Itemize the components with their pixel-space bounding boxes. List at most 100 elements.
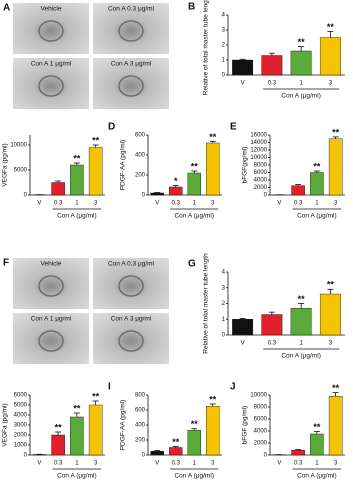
micrograph — [93, 3, 169, 54]
x-tick-label: 0.3 — [294, 201, 303, 207]
x-tick-label: 1 — [193, 201, 197, 207]
x-tick-label: 3 — [334, 461, 338, 467]
y-axis-label: PDGF-AA (pg/ml) — [120, 400, 127, 451]
y-axis-label: Relative of total master tube length — [203, 0, 210, 95]
y-tick-label: 1 — [222, 317, 226, 323]
x-axis-label: Con A (μg/ml) — [297, 473, 337, 480]
y-tick-label: 0 — [222, 73, 226, 79]
micrograph-spot — [38, 275, 64, 297]
y-tick-label: 2000 — [254, 441, 268, 447]
significance: ** — [191, 419, 199, 429]
y-tick-label: 800 — [135, 393, 146, 399]
y-tick-label: 10000 — [250, 155, 267, 161]
x-tick-label: 0.3 — [54, 461, 63, 467]
significance: ** — [73, 153, 81, 163]
x-tick-label: 0.3 — [54, 201, 63, 207]
y-tick-label: 10000 — [250, 393, 267, 399]
y-tick-label: 8000 — [254, 163, 268, 169]
significance: ** — [332, 127, 340, 137]
x-tick-label: V — [37, 461, 41, 467]
x-tick-label: V — [241, 341, 245, 347]
y-tick-label: 8000 — [254, 405, 268, 411]
bar — [51, 182, 65, 196]
bar — [291, 450, 305, 456]
micrograph-caption: Vehicle — [41, 6, 62, 13]
x-tick-label: 0.3 — [172, 461, 181, 467]
bar — [88, 404, 103, 456]
micrograph — [13, 58, 89, 109]
y-tick-label: 0 — [142, 453, 146, 459]
y-tick-label: 6000 — [254, 170, 268, 176]
micrograph-caption: Con A 3 μg/ml — [111, 61, 152, 68]
panel-label: I — [108, 382, 111, 393]
y-tick-label: 3 — [222, 285, 226, 291]
micrograph-caption: Con A 1 μg/ml — [31, 61, 72, 68]
x-tick-label: 0.3 — [268, 341, 277, 347]
micrograph — [13, 313, 89, 364]
bar — [150, 451, 164, 456]
x-tick-label: V — [241, 81, 245, 87]
significance: ** — [191, 161, 199, 171]
micrograph-spot — [38, 75, 64, 97]
y-axis-label: bFGF (pg/ml) — [242, 406, 249, 445]
bar — [206, 142, 220, 196]
bar — [232, 59, 254, 76]
y-tick-label: 200 — [135, 173, 146, 179]
y-tick-label: 2000 — [14, 433, 28, 439]
micrograph — [93, 258, 169, 309]
y-tick-label: 1000 — [14, 443, 28, 449]
bar — [70, 164, 84, 196]
x-axis-label: Con A (μg/ml) — [57, 213, 97, 220]
bar — [169, 447, 183, 456]
y-tick-label: 12000 — [250, 148, 267, 154]
bar — [290, 308, 312, 336]
bar — [187, 172, 201, 196]
bar — [232, 319, 254, 336]
x-axis-label: Con A (μg/ml) — [297, 213, 337, 220]
bar — [310, 172, 324, 196]
y-axis-label: PDGF-AA (pg/ml) — [120, 140, 127, 191]
bar — [51, 434, 65, 456]
x-tick-label: 1 — [75, 201, 79, 207]
micrograph-spot — [118, 275, 144, 297]
significance: ** — [313, 161, 321, 171]
bar — [206, 406, 220, 456]
y-tick-label: 0 — [142, 193, 146, 199]
panel-label: G — [188, 259, 196, 270]
x-tick-label: 3 — [329, 341, 333, 347]
significance: ** — [92, 391, 100, 401]
x-tick-label: 0.3 — [268, 81, 277, 87]
y-tick-label: 4 — [222, 270, 226, 276]
micrograph-spot — [38, 20, 64, 42]
panel-label: D — [108, 122, 115, 133]
y-tick-label: 16000 — [250, 133, 267, 139]
y-axis-label: VEGFa (pg/ml) — [2, 403, 9, 446]
y-tick-label: 10000 — [10, 143, 27, 149]
y-axis-label: VEGFa (pg/ml) — [2, 143, 9, 186]
panel-label: F — [3, 258, 9, 269]
significance: ** — [327, 22, 335, 32]
x-tick-label: 3 — [94, 461, 98, 467]
y-tick-label: 3000 — [14, 423, 28, 429]
y-tick-label: 4000 — [14, 413, 28, 419]
x-tick-label: 1 — [193, 461, 197, 467]
x-tick-label: V — [155, 201, 159, 207]
x-tick-label: 1 — [299, 341, 303, 347]
y-axis-label: bFGF(pg/ml) — [242, 147, 249, 184]
panel-label: E — [230, 122, 237, 133]
bar — [328, 396, 343, 456]
y-tick-label: 0 — [264, 453, 268, 459]
x-tick-label: 1 — [75, 461, 79, 467]
x-tick-label: 1 — [299, 81, 303, 87]
y-tick-label: 0 — [24, 193, 28, 199]
y-tick-label: 1 — [222, 58, 226, 64]
y-tick-label: 5000 — [14, 168, 28, 174]
bar — [328, 138, 343, 196]
x-axis-label: Con A (μg/ml) — [281, 93, 321, 100]
significance: ** — [298, 294, 306, 304]
significance: ** — [298, 37, 306, 47]
significance: ** — [73, 403, 81, 413]
panel-label: B — [188, 2, 195, 13]
x-tick-label: 1 — [315, 461, 319, 467]
bar — [290, 50, 312, 76]
